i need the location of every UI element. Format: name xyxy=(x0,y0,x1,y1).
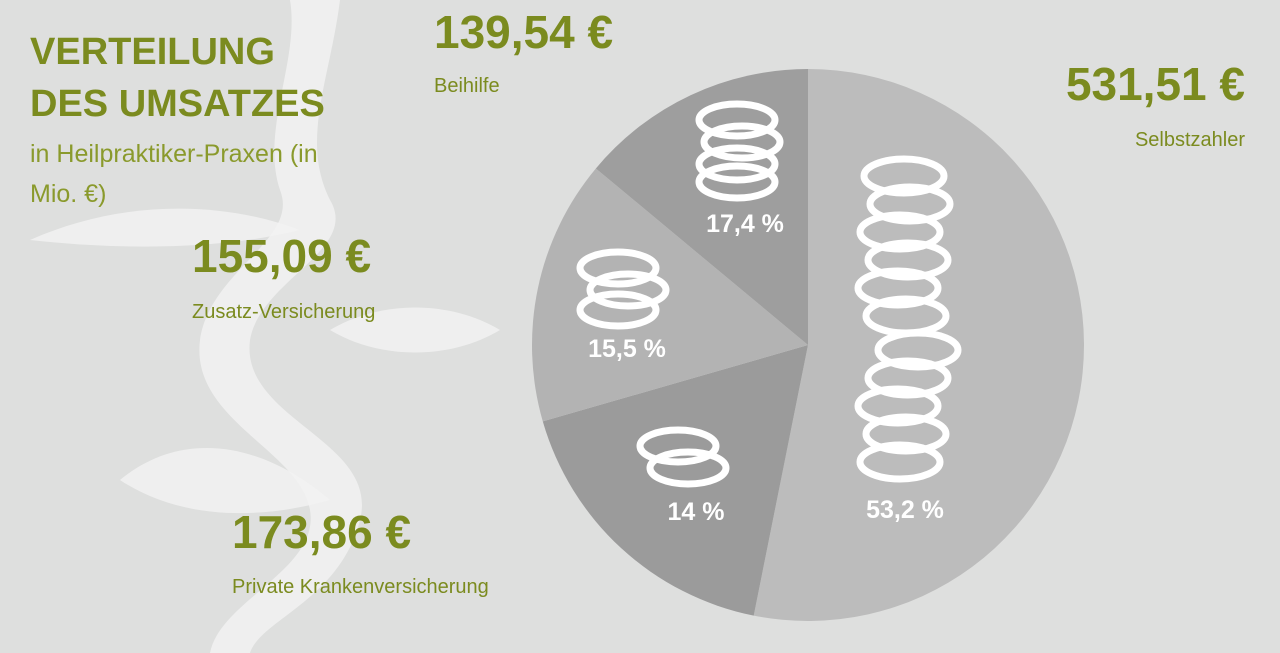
percent-label: 15,5 % xyxy=(588,335,666,363)
category-label: Beihilfe xyxy=(434,75,500,97)
coin xyxy=(695,162,779,202)
category-label: Private Krankenversicherung xyxy=(232,576,489,598)
coin xyxy=(700,122,784,162)
coin xyxy=(866,183,954,225)
percent-label: 53,2 % xyxy=(866,496,944,524)
coin xyxy=(874,329,962,371)
coin xyxy=(695,144,779,184)
coin xyxy=(862,413,950,455)
pie-slice xyxy=(532,168,808,422)
leaf-shape xyxy=(30,208,300,247)
amount-label: 139,54 € xyxy=(434,6,613,58)
pie xyxy=(532,69,1084,621)
pie-slice xyxy=(595,69,808,345)
percent-label: 14 % xyxy=(668,498,725,526)
percent-label: 17,4 % xyxy=(706,210,784,238)
decoration xyxy=(30,0,500,653)
leaf-shape xyxy=(330,307,500,353)
category-label: Selbstzahler xyxy=(1135,129,1245,151)
coin xyxy=(576,290,660,330)
coin xyxy=(864,357,952,399)
category-label: Zusatz-Versicherung xyxy=(192,301,375,323)
coin xyxy=(586,270,670,310)
coin xyxy=(854,267,942,309)
coin xyxy=(636,426,720,466)
coin xyxy=(576,248,660,288)
chart-subtitle: in Heilpraktiker-Praxen (in Mio. €) xyxy=(30,140,318,208)
coin xyxy=(860,155,948,197)
coin xyxy=(856,441,944,483)
coin xyxy=(854,385,942,427)
amount-label: 155,09 € xyxy=(192,230,371,282)
coin xyxy=(856,211,944,253)
coin-stacks xyxy=(576,100,962,488)
amount-label: 173,86 € xyxy=(232,506,411,558)
leaf-shape xyxy=(120,447,330,514)
pie-slice xyxy=(753,69,1084,621)
coin xyxy=(646,448,730,488)
chart-title: VERTEILUNG DES UMSATZES xyxy=(30,31,325,125)
labels: 531,51 € Selbstzahler 53,2 % 173,86 € Privat… xyxy=(192,6,1245,598)
coin xyxy=(695,100,779,140)
staff-shape xyxy=(199,0,362,653)
amount-label: 531,51 € xyxy=(1066,58,1245,110)
coin xyxy=(864,239,952,281)
